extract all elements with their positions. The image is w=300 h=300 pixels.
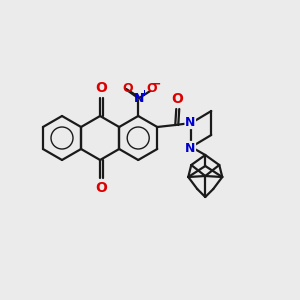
Text: O: O [95,181,107,195]
Text: O: O [122,82,133,94]
Text: N: N [185,142,196,154]
Text: O: O [95,81,107,95]
Text: +: + [140,89,147,98]
Text: N: N [134,92,144,104]
Text: −: − [151,77,161,91]
Text: N: N [185,116,196,128]
Text: O: O [146,82,157,94]
Text: O: O [171,92,183,106]
